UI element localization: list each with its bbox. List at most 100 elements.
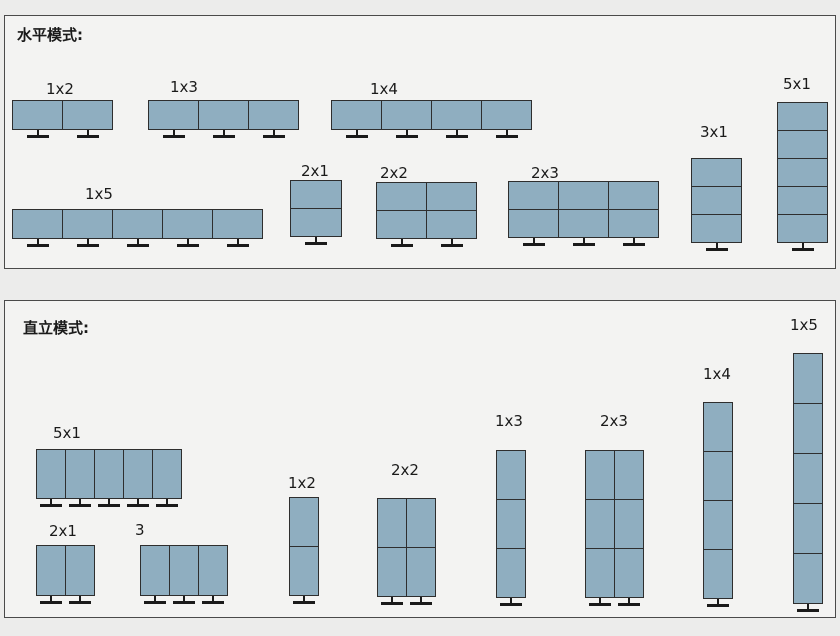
monitor-screen [427,183,476,210]
monitor-stand-icon [293,596,315,604]
monitor-stand-icon [262,130,285,138]
config-label: 3x1 [700,123,728,141]
monitor-stand-icon [127,499,149,507]
monitor-stand-icon [495,130,518,138]
monitor-screen [704,403,732,451]
monitor-stand-icon [445,130,468,138]
monitor-screen [692,215,741,242]
config-label: 1x4 [703,365,731,383]
monitor-screen [778,215,827,242]
monitor-screen [509,182,558,209]
monitor-stand-icon [618,598,640,606]
monitor-stand-icon [69,596,91,604]
monitor-screen [615,549,643,597]
monitor-screen [559,182,608,209]
monitor-screen [407,499,435,547]
monitor-stand-icon [69,499,91,507]
monitor-screen [586,500,614,548]
config-label: 2x2 [380,164,408,182]
monitor-screen [378,499,406,547]
monitor-wall [496,450,526,598]
monitor-screen [778,159,827,186]
monitor-screen [794,454,822,503]
monitor-screen [199,546,227,595]
monitor-stand-icon [76,239,99,247]
monitor-screen [778,103,827,130]
monitor-wall [36,449,182,499]
monitor-screen [609,182,658,209]
monitor-screen [704,501,732,549]
monitor-stand-icon [26,130,49,138]
monitor-screen [163,210,212,238]
monitor-stand-icon [797,604,819,612]
monitor-stand-icon [40,499,62,507]
monitor-stand-icon [176,239,199,247]
monitor-screen [692,159,741,186]
monitor-stand-icon [390,239,413,247]
monitor-screen [199,101,248,129]
config-label: 2x2 [391,461,419,479]
monitor-screen [559,210,608,237]
monitor-wall [140,545,228,596]
monitor-screen [377,183,426,210]
monitor-screen [615,500,643,548]
monitor-wall [691,158,742,243]
monitor-screen [213,210,262,238]
monitor-screen [615,451,643,499]
monitor-stand-icon [26,239,49,247]
monitor-stand-icon [707,599,729,607]
monitor-screen [113,210,162,238]
monitor-stand-icon [173,596,195,604]
horizontal-mode-title: 水平模式: [17,26,83,44]
monitor-wall [331,100,532,130]
monitor-stand-icon [440,239,463,247]
config-label: 2x3 [600,412,628,430]
config-label: 2x1 [301,162,329,180]
vertical-mode-title: 直立模式: [23,319,89,337]
monitor-screen [482,101,531,129]
monitor-screen [63,210,112,238]
config-label: 3 [135,521,145,539]
monitor-stand-icon [126,239,149,247]
config-label: 5x1 [783,75,811,93]
monitor-stand-icon [622,238,645,246]
config-label: 2x1 [49,522,77,540]
monitor-screen [66,450,94,498]
monitor-stand-icon [305,237,327,245]
config-label: 1x3 [495,412,523,430]
monitor-wall [703,402,733,599]
monitor-screen [427,211,476,238]
monitor-wall [777,102,828,243]
monitor-stand-icon [40,596,62,604]
monitor-screen [153,450,181,498]
monitor-stand-icon [98,499,120,507]
monitor-screen [141,546,169,595]
config-label: 2x3 [531,164,559,182]
monitor-screen [794,404,822,453]
config-label: 1x3 [170,78,198,96]
monitor-stand-icon [395,130,418,138]
monitor-stand-icon [144,596,166,604]
monitor-stand-icon [705,243,728,251]
monitor-stand-icon [589,598,611,606]
monitor-wall [376,182,477,239]
monitor-screen [291,181,341,208]
monitor-stand-icon [410,597,432,605]
config-label: 1x2 [288,474,316,492]
config-label: 1x4 [370,80,398,98]
monitor-wall [290,180,342,237]
monitor-screen [290,547,318,595]
monitor-stand-icon [522,238,545,246]
monitor-wall [36,545,95,596]
monitor-screen [609,210,658,237]
monitor-screen [692,187,741,214]
monitor-wall [585,450,644,598]
monitor-screen [332,101,381,129]
monitor-screen [149,101,198,129]
monitor-screen [378,548,406,596]
monitor-screen [66,546,94,595]
monitor-stand-icon [202,596,224,604]
monitor-screen [586,451,614,499]
monitor-wall [793,353,823,604]
monitor-stand-icon [162,130,185,138]
